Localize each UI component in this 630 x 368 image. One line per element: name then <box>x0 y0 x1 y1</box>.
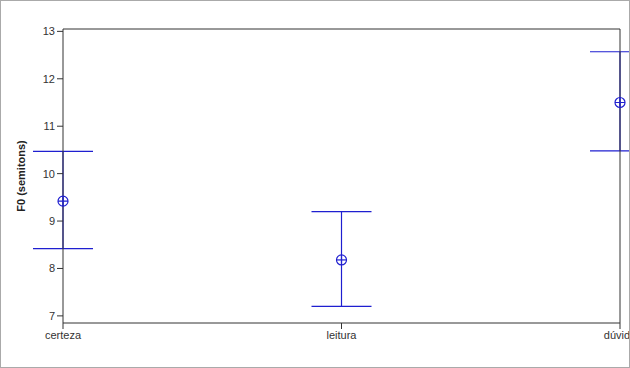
svg-text:F0 (semitons): F0 (semitons) <box>15 140 27 212</box>
svg-text:9: 9 <box>49 215 55 227</box>
svg-text:7: 7 <box>49 310 55 322</box>
svg-text:8: 8 <box>49 262 55 274</box>
svg-text:dúvida: dúvida <box>604 329 622 341</box>
svg-text:leitura: leitura <box>327 329 358 341</box>
svg-text:13: 13 <box>43 25 55 37</box>
svg-text:certeza: certeza <box>45 329 82 341</box>
svg-text:12: 12 <box>43 73 55 85</box>
svg-text:11: 11 <box>44 120 55 132</box>
svg-text:10: 10 <box>43 168 55 180</box>
